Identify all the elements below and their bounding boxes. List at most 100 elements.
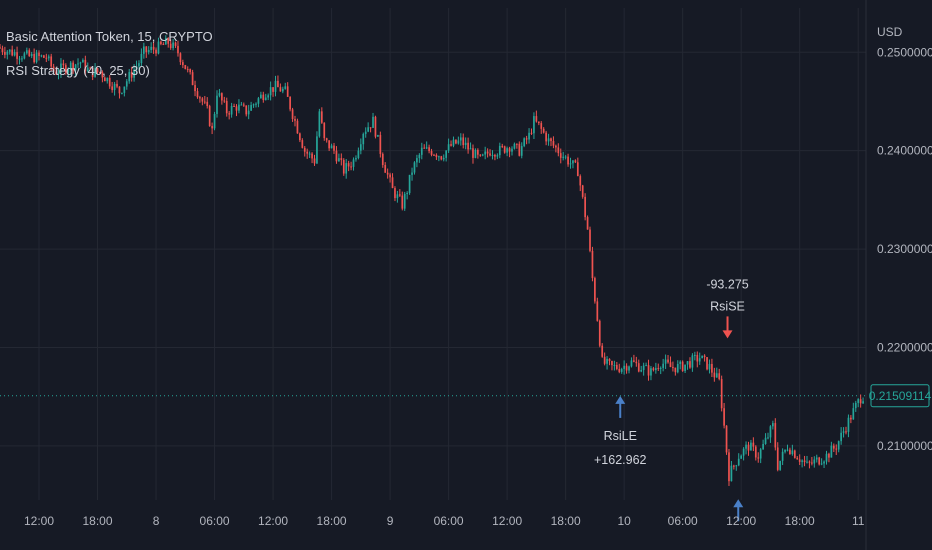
candle-body	[681, 361, 684, 371]
candle-body	[291, 109, 294, 120]
candle-body	[772, 423, 774, 427]
candle-body	[572, 160, 574, 164]
candle-body	[6, 51, 9, 55]
candle-body	[281, 88, 284, 92]
candle-body	[21, 58, 23, 60]
candle-body	[267, 95, 270, 98]
candle-body	[501, 145, 504, 147]
candle-body	[740, 455, 743, 459]
candle-body	[791, 450, 794, 455]
candle-body	[84, 59, 87, 72]
grid-lines	[0, 8, 866, 500]
candle-body	[557, 147, 560, 154]
candle-body	[408, 174, 411, 193]
candle-body	[559, 153, 562, 158]
candle-body	[74, 64, 77, 71]
candle-body	[274, 80, 277, 92]
time-tick-label: 06:00	[668, 514, 698, 528]
candle-body	[498, 145, 501, 156]
time-tick-label: 8	[153, 514, 160, 528]
candle-body	[369, 127, 372, 129]
candle-body	[91, 68, 94, 77]
candle-body	[718, 373, 721, 380]
time-axis[interactable]: 12:00 18:00 8 06:00 12:00 18:00 9 06:00 12:00 18:…	[24, 514, 865, 528]
candle-body	[323, 122, 326, 139]
candle-body	[803, 460, 806, 463]
candle-body	[857, 399, 860, 403]
candle-body	[486, 151, 489, 154]
candle-body	[750, 442, 752, 451]
candle-body	[703, 355, 706, 358]
candle-body	[86, 67, 89, 72]
candle-body	[686, 361, 689, 365]
candle-body	[4, 52, 6, 55]
candle-body	[135, 66, 138, 70]
candle-body	[203, 101, 206, 103]
candle-body	[474, 149, 477, 158]
candle-body	[355, 157, 357, 160]
candle-body	[177, 45, 179, 54]
candle-body	[289, 96, 291, 110]
candle-body	[79, 62, 82, 64]
candle-body	[103, 77, 106, 82]
candle-body	[530, 132, 533, 134]
candle-body	[128, 72, 131, 82]
candle-body	[764, 437, 767, 444]
candle-body	[728, 452, 730, 482]
candle-body	[335, 150, 338, 162]
candle-body	[62, 63, 65, 66]
candle-body	[564, 156, 567, 158]
candle-body	[776, 447, 779, 470]
candle-body	[596, 301, 599, 321]
candle-body	[481, 154, 484, 156]
candle-body	[455, 139, 457, 144]
candle-body	[852, 408, 855, 420]
candle-body	[352, 159, 355, 167]
candle-body	[830, 445, 833, 458]
candle-body	[691, 355, 694, 368]
candle-body	[423, 147, 426, 149]
candle-body	[372, 116, 374, 128]
candle-body	[145, 46, 148, 53]
candle-body	[754, 446, 757, 458]
time-tick-label: 18:00	[83, 514, 113, 528]
candle-body	[667, 359, 669, 363]
candle-body	[545, 132, 547, 142]
candle-body	[52, 66, 55, 72]
candle-body	[672, 367, 674, 369]
candle-body	[552, 141, 555, 146]
candle-body	[18, 58, 21, 60]
candle-body	[257, 98, 260, 104]
candle-body	[99, 72, 101, 74]
candle-body	[164, 38, 167, 45]
candle-body	[547, 138, 550, 142]
candle-body	[172, 42, 174, 49]
candle-body	[186, 69, 189, 71]
candle-body	[125, 81, 128, 87]
candle-body	[811, 462, 813, 464]
candle-body	[464, 142, 467, 146]
candle-body	[615, 365, 618, 369]
candle-body	[118, 86, 121, 94]
candle-body	[347, 163, 350, 167]
candle-body	[584, 196, 586, 218]
candle-body	[815, 457, 818, 460]
candle-body	[540, 123, 543, 129]
candle-body	[184, 65, 187, 70]
candle-body	[394, 188, 396, 199]
candle-body	[737, 458, 740, 466]
candle-body	[313, 158, 316, 164]
candle-body	[608, 358, 611, 362]
candle-body	[842, 431, 845, 433]
candle-body	[491, 155, 494, 157]
candle-body	[723, 408, 725, 426]
candle-body	[379, 134, 382, 154]
candle-body	[316, 136, 318, 164]
candle-body	[591, 250, 594, 279]
candle-body	[847, 417, 850, 432]
candle-body	[550, 138, 552, 142]
